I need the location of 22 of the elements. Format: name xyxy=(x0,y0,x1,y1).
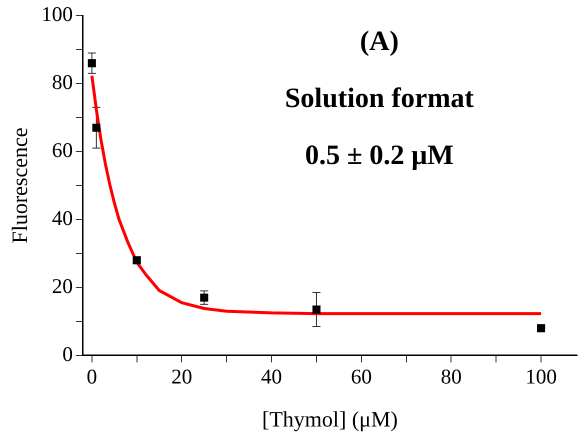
y-axis-title: Fluorescence xyxy=(6,127,32,244)
y-tick-label: 20 xyxy=(52,274,73,298)
annotation: 0.5 ± 0.2 μM xyxy=(305,140,454,171)
y-tick-label: 0 xyxy=(62,342,73,366)
y-tick-label: 40 xyxy=(52,206,73,230)
y-tick-label: 100 xyxy=(41,2,73,26)
point xyxy=(537,324,546,332)
x-tick-label: 100 xyxy=(525,364,557,389)
x-tick-label: 60 xyxy=(350,364,372,389)
point xyxy=(88,59,96,68)
point xyxy=(200,294,208,302)
x-axis-title: [Thymol] (μM) xyxy=(262,406,398,432)
annotation: (A) xyxy=(360,26,399,57)
annotation: Solution format xyxy=(284,82,475,114)
y-tick-label: 60 xyxy=(52,138,73,162)
x-tick-label: 80 xyxy=(440,364,462,389)
x-tick-label: 0 xyxy=(86,364,98,389)
point xyxy=(92,124,100,132)
point xyxy=(312,305,321,314)
x-tick-label: 20 xyxy=(171,364,192,389)
y-tick-label: 80 xyxy=(52,70,73,94)
x-tick-label: 40 xyxy=(261,364,282,389)
